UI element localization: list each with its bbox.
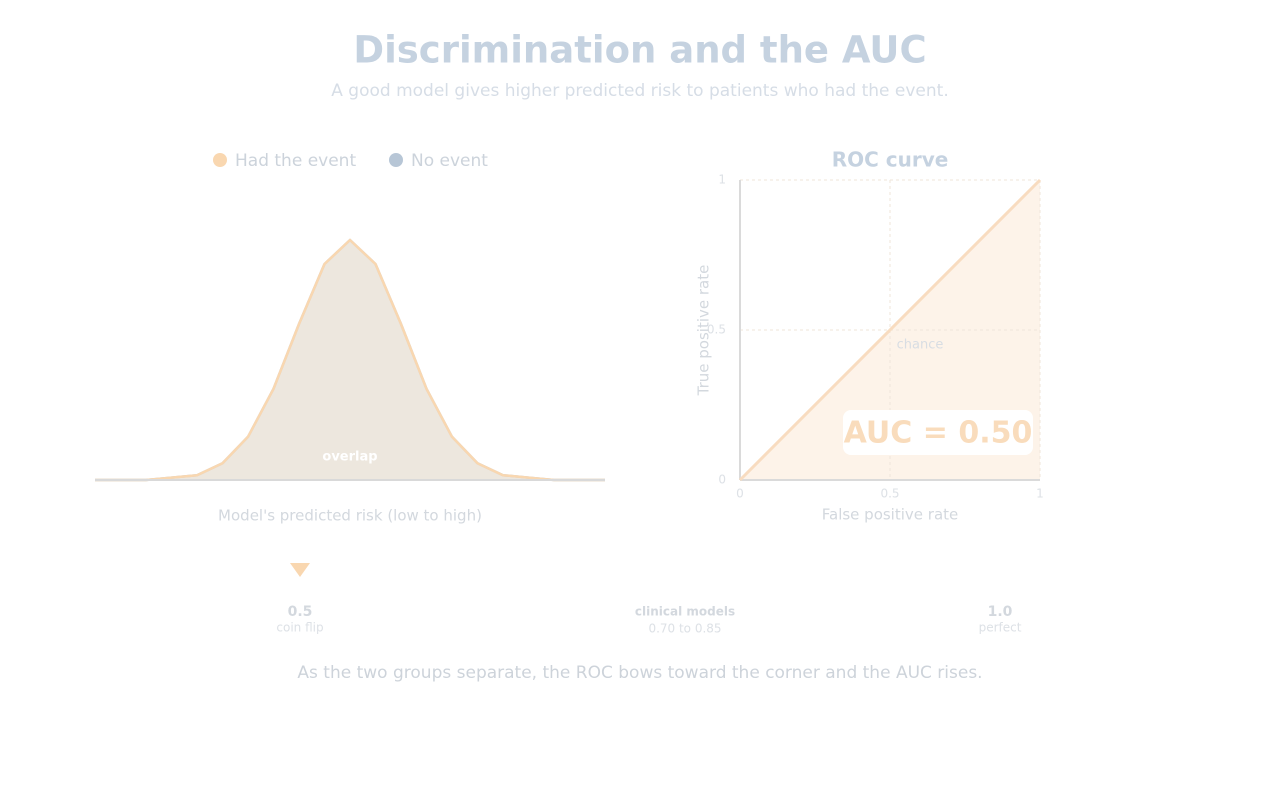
roc-line [738, 178, 1042, 482]
scale-middle-value: clinical models [635, 605, 735, 619]
density-chart: Had the event No event overlap Model's pred… [95, 151, 605, 525]
y-tick-label: 1 [718, 173, 726, 187]
page-subtitle: A good model gives higher predicted risk… [331, 81, 948, 101]
legend-swatch [213, 153, 227, 167]
x-tick-label: 0 [736, 487, 744, 501]
caption: As the two groups separate, the ROC bows… [297, 663, 982, 683]
x-axis-label: False positive rate [822, 506, 959, 524]
y-axis-label: True positive rate [695, 265, 713, 397]
area-fill [95, 240, 605, 480]
auc-box [843, 410, 1033, 455]
x-axis-label: Model's predicted risk (low to high) [218, 507, 482, 525]
annotation: chance [897, 338, 944, 353]
scale-middle-label: 0.70 to 0.85 [648, 622, 721, 636]
legend-label: Had the event [235, 151, 356, 171]
y-tick-label: 0 [718, 473, 726, 487]
density-line [95, 238, 605, 482]
legend-label: No event [411, 151, 488, 171]
x-tick-label: 1 [1036, 487, 1044, 501]
chart-title: ROC curve [832, 148, 949, 172]
scale-high-value: 1.0 [988, 604, 1013, 620]
scale-high-label: perfect [979, 621, 1022, 635]
roc-chart: ROC curve 0 0.5 1 0 0.5 1 chance AUC = 0.50 False… [695, 148, 1044, 524]
y-tick-label: 0.5 [707, 323, 726, 337]
area-fill [95, 240, 605, 480]
x-tick-label: 0.5 [880, 487, 899, 501]
auc-marker [290, 563, 310, 577]
auc-label: AUC = 0.50 [844, 416, 1033, 451]
legend-swatch [389, 153, 403, 167]
annotation: overlap [322, 450, 377, 465]
scale-low-label: coin flip [276, 621, 323, 635]
scale-low-value: 0.5 [288, 604, 313, 620]
page-title: Discrimination and the AUC [353, 29, 926, 72]
